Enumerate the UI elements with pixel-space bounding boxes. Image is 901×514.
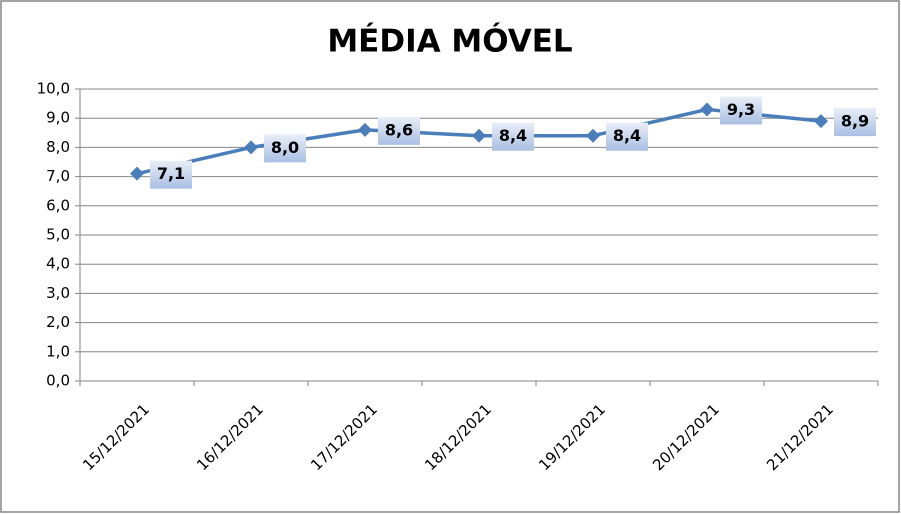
data-marker — [700, 102, 714, 117]
chart-title: MÉDIA MÓVEL — [327, 23, 572, 60]
y-tick-label: 2,0 — [46, 313, 70, 331]
y-tick-label: 3,0 — [46, 284, 70, 302]
data-label-box — [378, 116, 420, 145]
data-marker — [130, 166, 144, 181]
y-tick-label: 9,0 — [46, 109, 70, 127]
data-label-box — [150, 160, 192, 189]
y-tick-label: 7,0 — [46, 167, 70, 185]
data-label: 8,9 — [841, 112, 869, 131]
y-tick-label: 4,0 — [46, 255, 70, 273]
data-marker — [814, 114, 828, 129]
data-marker — [586, 128, 600, 143]
data-marker — [472, 128, 486, 143]
y-tick-label: 6,0 — [46, 196, 70, 214]
data-label-box — [834, 108, 876, 137]
data-marker — [358, 122, 372, 137]
y-tick-label: 8,0 — [46, 138, 70, 156]
data-label-box — [492, 122, 534, 151]
y-tick-label: 0,0 — [46, 372, 70, 390]
y-tick-label: 10,0 — [37, 80, 70, 98]
data-label-box — [606, 122, 648, 151]
data-label: 8,6 — [385, 120, 413, 139]
data-marker — [244, 140, 258, 155]
data-label-box — [720, 96, 762, 125]
data-label: 8,4 — [613, 126, 641, 145]
data-label: 8,4 — [499, 126, 527, 145]
data-label: 8,0 — [271, 138, 299, 157]
data-label: 9,3 — [727, 100, 755, 119]
data-label-box — [264, 134, 306, 163]
data-label: 7,1 — [157, 164, 185, 183]
y-tick-label: 5,0 — [46, 226, 70, 244]
y-tick-label: 1,0 — [46, 342, 70, 360]
